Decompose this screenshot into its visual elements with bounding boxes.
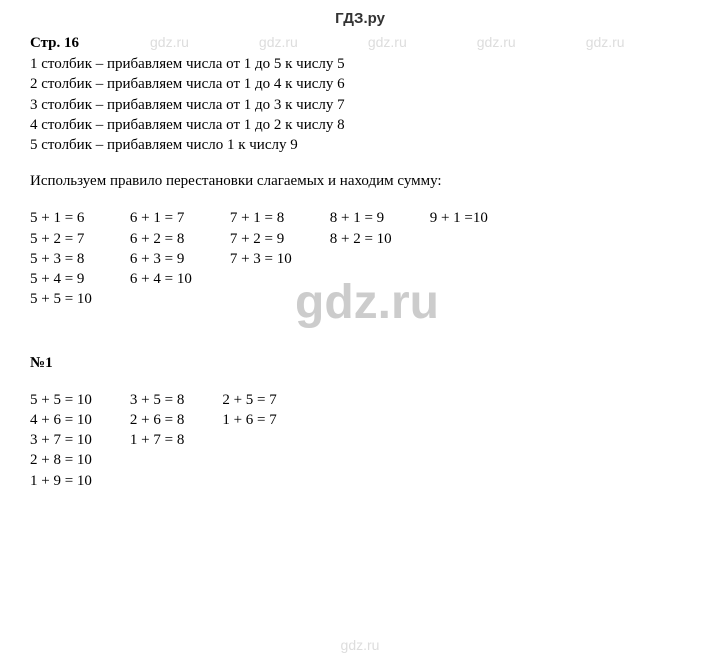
equation: 5 + 1 = 6 xyxy=(30,208,92,228)
rules-block: 1 столбик – прибавляем числа от 1 до 5 к… xyxy=(30,54,690,155)
equation: 2 + 6 = 8 xyxy=(130,410,184,430)
table-column: 5 + 1 = 6 5 + 2 = 7 5 + 3 = 8 5 + 4 = 9 … xyxy=(30,208,92,309)
section2-table: 5 + 5 = 10 4 + 6 = 10 3 + 7 = 10 2 + 8 =… xyxy=(30,390,690,491)
table-column: 3 + 5 = 8 2 + 6 = 8 1 + 7 = 8 xyxy=(130,390,184,491)
equation: 6 + 1 = 7 xyxy=(130,208,192,228)
equation: 6 + 2 = 8 xyxy=(130,229,192,249)
equation: 1 + 6 = 7 xyxy=(222,410,276,430)
equation: 5 + 4 = 9 xyxy=(30,269,92,289)
equation: 5 + 5 = 10 xyxy=(30,390,92,410)
main-table: 5 + 1 = 6 5 + 2 = 7 5 + 3 = 8 5 + 4 = 9 … xyxy=(30,208,690,309)
table-column: 5 + 5 = 10 4 + 6 = 10 3 + 7 = 10 2 + 8 =… xyxy=(30,390,92,491)
table-column: 9 + 1 =10 xyxy=(430,208,488,309)
rule-line: 2 столбик – прибавляем числа от 1 до 4 к… xyxy=(30,74,690,94)
equation: 7 + 2 = 9 xyxy=(230,229,292,249)
equation: 5 + 5 = 10 xyxy=(30,289,92,309)
table-column: 6 + 1 = 7 6 + 2 = 8 6 + 3 = 9 6 + 4 = 10 xyxy=(130,208,192,309)
page-title: Стр. 16 xyxy=(30,35,690,52)
instruction-text: Используем правило перестановки слагаемы… xyxy=(30,173,690,190)
rule-line: 3 столбик – прибавляем числа от 1 до 3 к… xyxy=(30,95,690,115)
equation: 7 + 3 = 10 xyxy=(230,249,292,269)
footer-watermark: gdz.ru xyxy=(0,637,720,653)
equation: 7 + 1 = 8 xyxy=(230,208,292,228)
equation: 8 + 2 = 10 xyxy=(330,229,392,249)
equation: 6 + 3 = 9 xyxy=(130,249,192,269)
equation: 2 + 8 = 10 xyxy=(30,450,92,470)
equation: 5 + 2 = 7 xyxy=(30,229,92,249)
section-label: №1 xyxy=(30,355,690,372)
rule-line: 5 столбик – прибавляем число 1 к числу 9 xyxy=(30,135,690,155)
rule-line: 1 столбик – прибавляем числа от 1 до 5 к… xyxy=(30,54,690,74)
table-column: 7 + 1 = 8 7 + 2 = 9 7 + 3 = 10 xyxy=(230,208,292,309)
equation: 2 + 5 = 7 xyxy=(222,390,276,410)
equation: 1 + 9 = 10 xyxy=(30,471,92,491)
equation: 1 + 7 = 8 xyxy=(130,430,184,450)
equation: 9 + 1 =10 xyxy=(430,208,488,228)
equation: 3 + 7 = 10 xyxy=(30,430,92,450)
rule-line: 4 столбик – прибавляем числа от 1 до 2 к… xyxy=(30,115,690,135)
site-logo: ГДЗ.ру xyxy=(30,10,690,27)
equation: 3 + 5 = 8 xyxy=(130,390,184,410)
equation: 8 + 1 = 9 xyxy=(330,208,392,228)
equation: 6 + 4 = 10 xyxy=(130,269,192,289)
table-column: 2 + 5 = 7 1 + 6 = 7 xyxy=(222,390,276,491)
equation: 4 + 6 = 10 xyxy=(30,410,92,430)
equation: 5 + 3 = 8 xyxy=(30,249,92,269)
table-column: 8 + 1 = 9 8 + 2 = 10 xyxy=(330,208,392,309)
